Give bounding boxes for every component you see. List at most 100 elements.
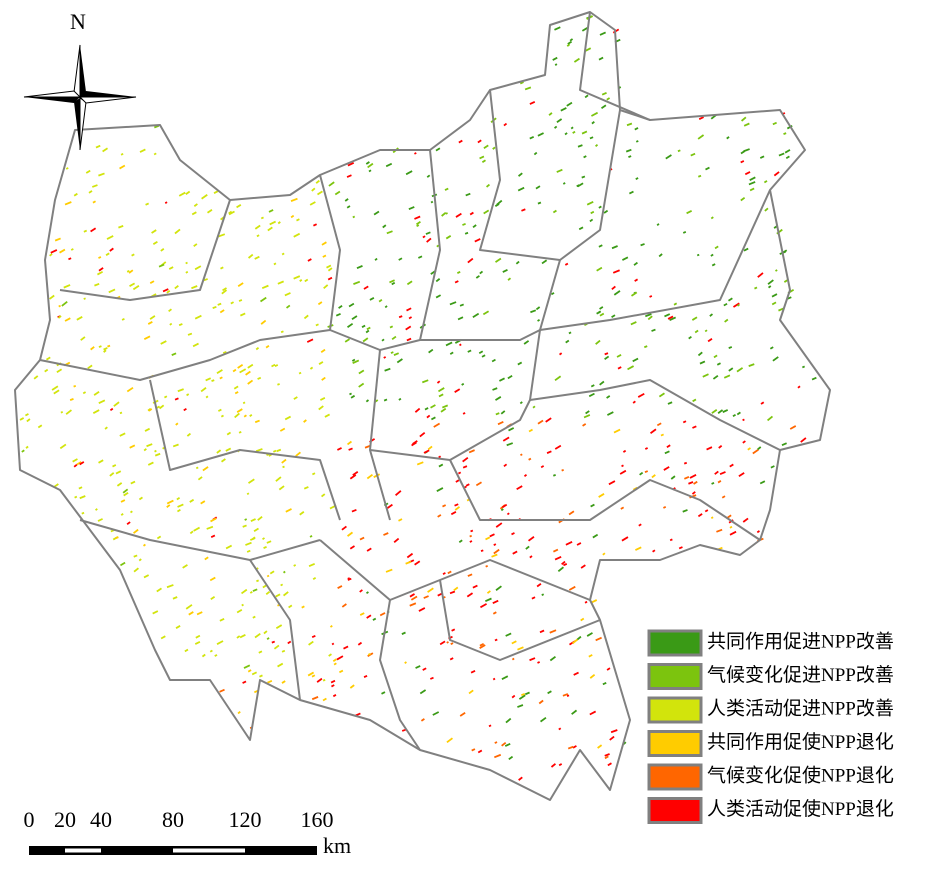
patch	[191, 211, 197, 216]
patch	[453, 586, 459, 592]
patch	[303, 486, 309, 490]
patch	[495, 396, 502, 401]
patch	[611, 314, 616, 319]
patch	[716, 528, 723, 533]
patch	[607, 411, 614, 416]
patch	[119, 432, 126, 437]
patch	[764, 207, 769, 212]
patch	[194, 641, 201, 645]
patch	[696, 253, 700, 257]
patch	[33, 375, 39, 380]
patch	[306, 338, 314, 343]
patch	[441, 212, 447, 217]
patch	[541, 259, 548, 265]
patch	[497, 421, 504, 426]
patch	[743, 148, 750, 153]
patch	[760, 401, 765, 405]
patch	[597, 310, 602, 314]
patch	[550, 763, 556, 768]
patch	[479, 270, 484, 275]
patch	[205, 395, 209, 399]
patch	[520, 453, 523, 457]
patch	[119, 164, 126, 170]
patch	[228, 210, 235, 216]
patch	[366, 614, 372, 619]
patch	[415, 665, 421, 669]
patch	[308, 563, 316, 568]
patch	[347, 161, 355, 167]
patch	[278, 485, 285, 491]
patch	[423, 449, 430, 454]
patch	[164, 201, 168, 204]
patch	[501, 503, 508, 509]
patch	[716, 362, 721, 366]
patch	[348, 302, 355, 308]
patch	[585, 410, 590, 415]
patch	[506, 512, 510, 516]
patch	[446, 641, 449, 644]
patch	[349, 684, 355, 689]
patch	[789, 425, 797, 430]
patch	[749, 187, 755, 192]
patch	[265, 345, 270, 349]
patch	[312, 576, 317, 581]
patch	[503, 122, 508, 127]
patch	[219, 688, 225, 693]
patch	[201, 194, 208, 200]
patch	[64, 317, 71, 322]
patch	[220, 414, 224, 418]
patch	[245, 541, 252, 546]
patch	[154, 449, 157, 453]
patch	[454, 388, 461, 393]
patch	[554, 63, 558, 66]
patch	[149, 315, 156, 320]
patch	[688, 481, 694, 485]
legend-label: 共同作用促进NPP改善	[707, 630, 894, 652]
patch	[166, 584, 174, 589]
patch	[258, 650, 263, 654]
patch	[604, 753, 610, 757]
patch	[347, 440, 352, 446]
patch	[589, 218, 594, 223]
patch	[347, 577, 351, 580]
patch	[450, 642, 454, 646]
patch	[581, 27, 588, 32]
patch	[365, 161, 370, 165]
patch	[389, 279, 395, 284]
patch	[756, 530, 760, 534]
patch	[666, 444, 671, 449]
patch	[714, 470, 719, 475]
patch	[126, 270, 130, 273]
patch	[554, 555, 562, 561]
patch	[401, 631, 406, 635]
patch	[350, 394, 356, 399]
region-outline	[14, 11, 831, 801]
patch	[586, 632, 593, 637]
patch	[129, 282, 136, 287]
patch	[349, 545, 355, 550]
patch	[209, 649, 213, 653]
patch	[584, 47, 592, 53]
patch	[427, 445, 433, 451]
patch	[192, 342, 199, 348]
legend-swatch	[647, 763, 703, 791]
scale-unit: km	[323, 833, 351, 858]
patch	[416, 224, 420, 228]
patch	[275, 593, 281, 598]
patch	[65, 167, 69, 170]
patch	[324, 413, 331, 418]
patch	[303, 419, 307, 423]
patch	[178, 323, 183, 327]
patch	[442, 504, 447, 508]
patch	[426, 237, 432, 243]
patch	[315, 323, 319, 327]
patch	[362, 337, 369, 343]
patch	[495, 522, 503, 528]
patch	[521, 208, 526, 212]
patch	[107, 344, 111, 348]
patch	[128, 269, 134, 274]
patch	[152, 240, 158, 245]
patch	[581, 130, 588, 135]
patch	[639, 471, 644, 476]
patch	[609, 735, 615, 741]
